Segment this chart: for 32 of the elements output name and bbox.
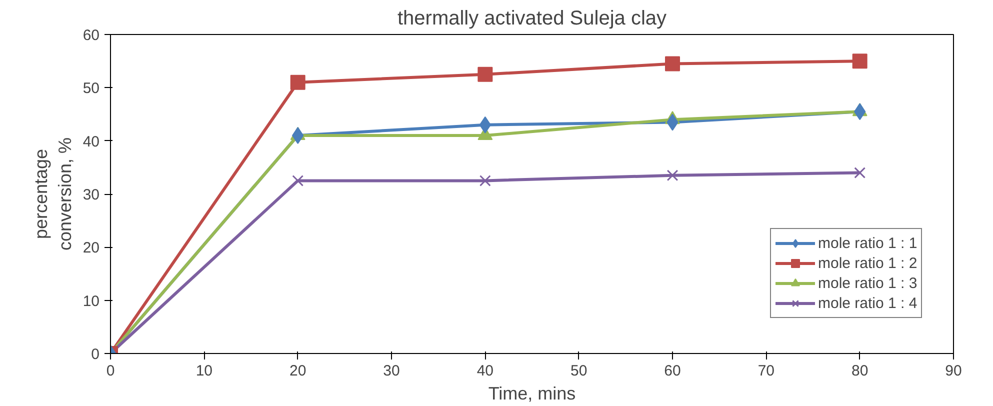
y-tick-label: 10 [82, 292, 100, 310]
y-tick-label: 50 [82, 80, 100, 98]
x-tick-label: 60 [664, 362, 681, 380]
x-tick-label: 90 [945, 362, 962, 380]
x-axis-title: Time, mins [488, 384, 576, 404]
x-tick-label: 10 [196, 362, 213, 380]
legend-label: mole ratio 1 : 1 [818, 234, 918, 252]
y-tick-label: 30 [82, 186, 100, 204]
point [665, 56, 680, 72]
x-tick-label: 40 [476, 362, 494, 380]
y-axis-title: percentage conversion, % [30, 137, 75, 251]
x-tick-label: 30 [383, 362, 400, 380]
y-tick-label: 0 [91, 346, 100, 363]
x-tick-label: 20 [289, 362, 306, 380]
chart-title: thermally activated Suleja clay [397, 8, 667, 30]
point [852, 54, 868, 69]
legend-label: mole ratio 1 : 3 [818, 274, 918, 292]
point [290, 74, 306, 90]
point [666, 170, 678, 182]
legend-label: mole ratio 1 : 2 [818, 254, 918, 272]
y-tick-label: 40 [82, 133, 100, 150]
point [479, 175, 491, 186]
y-tick-label: 20 [82, 240, 100, 257]
y-tick-label: 60 [82, 27, 100, 44]
x-tick-label: 50 [570, 362, 588, 380]
legend-label: mole ratio 1 : 4 [818, 294, 918, 312]
point [854, 167, 866, 178]
x-tick-label: 0 [106, 362, 115, 380]
x-tick-label: 80 [851, 362, 868, 380]
x-tick-label: 70 [758, 362, 775, 380]
point [292, 175, 304, 186]
point [478, 66, 493, 82]
